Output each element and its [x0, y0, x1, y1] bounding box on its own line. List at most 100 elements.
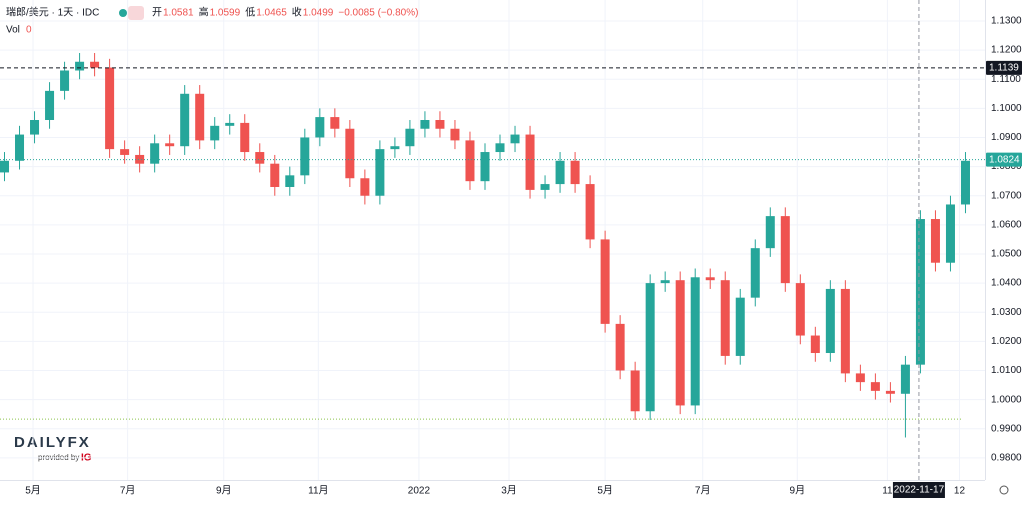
candle-body [525, 134, 535, 190]
candle-body [345, 128, 355, 179]
axis-border [985, 0, 986, 480]
candle-body [915, 219, 925, 365]
ohlc-value: 1.0499 [303, 8, 334, 19]
candle-body [315, 117, 325, 138]
candle-body [450, 128, 460, 141]
crosshair-label-bg [892, 482, 945, 498]
y-tick-label: 1.0500 [991, 249, 1022, 260]
candle-body [630, 370, 640, 412]
candle-body [360, 178, 370, 196]
candle-body [330, 117, 340, 129]
candle-body [750, 248, 760, 298]
y-tick-label: 1.1000 [991, 103, 1022, 114]
y-tick-label: 1.0700 [991, 190, 1022, 201]
y-tick-label: 1.0800 [991, 161, 1022, 172]
crosshair-label: 2022-11-17 [894, 485, 945, 496]
candle-body [735, 297, 745, 356]
candle-body [555, 160, 565, 185]
y-tick-label: 1.0400 [991, 278, 1022, 289]
candle-body [900, 364, 910, 394]
candle-body [825, 288, 835, 354]
candle-body [960, 160, 970, 205]
candle-body [705, 277, 715, 281]
candle-body [15, 134, 25, 161]
y-tick-label: 0.9900 [991, 423, 1022, 434]
ohlc-value: 1.0581 [163, 8, 194, 19]
candle-body [435, 120, 445, 129]
candle-body [780, 216, 790, 284]
y-tick-label: 1.0000 [991, 394, 1022, 405]
candle-body [75, 61, 85, 71]
candle-body [480, 152, 490, 182]
candle-body [585, 184, 595, 240]
ohlc-label: 高 [199, 6, 209, 19]
candle-body [885, 390, 895, 394]
y-tick-label: 1.1200 [991, 45, 1022, 56]
candle-body [225, 122, 235, 126]
candle-body [255, 152, 265, 164]
ohlc-change: −0.0085 (−0.80%) [338, 8, 418, 19]
candle-body [840, 288, 850, 374]
y-tick-label: 1.0300 [991, 307, 1022, 318]
y-tick-label: 1.0900 [991, 132, 1022, 143]
candle-body [810, 335, 820, 354]
candle-body [210, 125, 220, 141]
settings-icon[interactable] [999, 485, 1009, 495]
candle-body [720, 280, 730, 356]
price-label: 1.0824 [989, 154, 1020, 165]
axis-border [0, 480, 985, 481]
logo-brand: DAILYFX [14, 434, 91, 451]
candle-body [180, 93, 190, 147]
candle-body [690, 277, 700, 406]
candle-body [90, 61, 100, 68]
y-tick-label: 0.9800 [991, 453, 1022, 464]
x-tick-label: 11 [882, 486, 893, 497]
candle-body [30, 120, 40, 135]
x-tick-label: 2022 [408, 486, 431, 497]
candle-body [60, 70, 70, 91]
candle-body [675, 280, 685, 406]
status-dot [119, 9, 127, 17]
candle-body [375, 149, 385, 196]
ohlc-label: 低 [245, 6, 255, 19]
candle-body [765, 216, 775, 249]
candle-body [615, 323, 625, 371]
symbol: 瑞郎/美元 · 1天 · IDC [6, 6, 99, 19]
candle-body [600, 239, 610, 324]
candle-body [390, 146, 400, 150]
y-tick-label: 1.0600 [991, 219, 1022, 230]
x-tick-label: 5月 [597, 485, 613, 497]
candle-body [660, 280, 670, 284]
price-label-bg [986, 152, 1022, 167]
y-tick-label: 1.1100 [991, 74, 1021, 85]
candle-body [795, 283, 805, 336]
candle-body [135, 154, 145, 164]
ohlc-label: 开 [152, 8, 162, 19]
candle-body [300, 137, 310, 176]
candle-body [945, 204, 955, 263]
candle-body [195, 93, 205, 141]
price-label: 1.1139 [989, 63, 1019, 74]
compare-icon[interactable] [128, 6, 144, 20]
candle-body [645, 283, 655, 412]
ohlc-value: 1.0465 [256, 8, 287, 19]
ohlc-value: 1.0599 [210, 8, 241, 19]
y-tick-label: 1.0100 [991, 365, 1022, 376]
candle-body [105, 67, 115, 150]
x-tick-label: 9月 [216, 485, 232, 497]
candle-body [240, 122, 250, 153]
candle-body [270, 163, 280, 187]
price-label-bg [986, 60, 1022, 75]
candle-body [150, 143, 160, 164]
volume-label: Vol [6, 25, 20, 36]
candles [0, 53, 970, 438]
candle-body [510, 134, 520, 144]
candle-body [285, 175, 295, 187]
volume-value: 0 [26, 25, 32, 36]
y-tick-label: 1.1300 [991, 16, 1022, 27]
logo: DAILYFX provided by IG [14, 434, 92, 464]
ohlc-legend: 开 1.0581 高 1.0599 低 1.0465 收 1.0499 −0.0085 (−0.… [152, 6, 418, 19]
x-tick-label: 5月 [25, 485, 41, 497]
